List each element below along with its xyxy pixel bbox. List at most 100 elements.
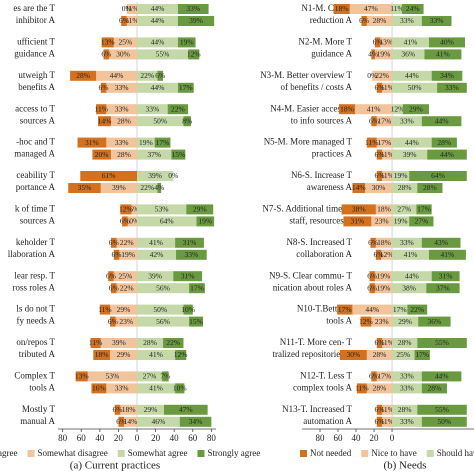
bar-segment	[175, 350, 187, 360]
segment-label: 33%	[115, 104, 129, 113]
bar-segment	[110, 350, 137, 360]
category-label: N9-S. Clear commu- T	[269, 270, 352, 280]
segment-label: 19%	[377, 50, 391, 59]
bar-segment	[374, 283, 393, 294]
bar-segment	[417, 183, 443, 193]
segment-label: 31%	[85, 138, 99, 147]
segment-label: 27%	[414, 217, 428, 226]
bar-segment	[355, 104, 393, 115]
segment-label: 44%	[435, 116, 449, 125]
bar-segment	[179, 416, 212, 427]
segment-label: 33%	[400, 116, 414, 125]
bar-segment	[175, 237, 204, 248]
segment-label: 41%	[149, 350, 163, 359]
bar-segment	[163, 338, 184, 348]
segment-label: 6%	[116, 417, 126, 426]
bar-segment	[392, 149, 428, 160]
segment-label: 8%	[182, 116, 192, 125]
segment-label: 17%	[378, 372, 392, 381]
segment-label: 10%	[181, 305, 195, 314]
bar-segment	[109, 49, 137, 60]
category-label: sources A	[20, 115, 56, 125]
segment-label: 19%	[198, 217, 212, 226]
segment-label: 4%	[368, 50, 378, 59]
bar-segment	[131, 204, 137, 215]
bar-segment	[137, 316, 190, 327]
segment-label: 0%	[122, 4, 132, 13]
bar-segment	[376, 82, 383, 93]
segment-label: 44%	[151, 16, 165, 25]
bar-segment	[392, 37, 429, 48]
segment-label: 17%	[338, 305, 352, 314]
x-tick-label: 20	[114, 433, 124, 443]
segment-label: 50%	[153, 116, 167, 125]
segment-label: 33%	[184, 250, 198, 259]
segment-label: 44%	[405, 71, 419, 80]
bar-segment	[376, 338, 383, 348]
bar-segment	[369, 283, 375, 294]
bar-segment	[409, 216, 434, 227]
segment-label: 31%	[439, 271, 453, 280]
segment-label: 37%	[436, 283, 450, 292]
segment-label: 41%	[441, 250, 455, 259]
bar-segment	[113, 37, 137, 48]
segment-label: 14%	[98, 116, 112, 125]
bar-segment	[392, 137, 432, 148]
segment-label: 28%	[117, 116, 131, 125]
segment-label: 28%	[373, 16, 387, 25]
segment-label: 33%	[115, 138, 129, 147]
category-label: guidance A	[311, 48, 352, 58]
segment-label: 23%	[375, 217, 389, 226]
bar-segment	[196, 216, 215, 227]
legend-label: Not needed	[310, 448, 352, 458]
segment-label: 19%	[394, 171, 408, 180]
segment-label: 11%	[390, 4, 403, 13]
segment-label: 33%	[400, 384, 414, 393]
segment-label: 15%	[189, 317, 203, 326]
segment-label: 11%	[98, 305, 111, 314]
segment-label: 4%	[154, 183, 164, 192]
bar-segment	[375, 204, 393, 215]
category-label: k of time T	[15, 203, 56, 213]
segment-label: 50%	[408, 83, 422, 92]
bar-segment	[392, 304, 408, 315]
segment-label: 41%	[404, 38, 418, 47]
segment-label: 18%	[340, 104, 354, 113]
bar-segment	[427, 149, 467, 160]
segment-label: 12%	[391, 104, 405, 113]
segment-label: 40%	[440, 38, 454, 47]
category-label: ceability T	[16, 170, 55, 180]
segment-label: 6%	[119, 16, 129, 25]
bar-segment	[417, 404, 467, 415]
segment-label: 11%	[355, 384, 368, 393]
bar-segment	[87, 371, 137, 382]
bar-segment	[421, 237, 461, 248]
segment-label: 33%	[400, 372, 414, 381]
bar-segment	[100, 183, 137, 193]
bar-segment	[118, 416, 124, 427]
category-label: lear resp. T	[14, 270, 55, 280]
segment-label: 6%	[369, 116, 379, 125]
segment-label: 31%	[351, 217, 365, 226]
category-label: N11-T. More cen- T	[280, 337, 353, 347]
x-tick-label: 60	[334, 433, 344, 443]
category-label: N5-M. More managed T	[264, 137, 353, 147]
segment-label: 46%	[152, 417, 166, 426]
bar-segment	[431, 70, 463, 81]
caption: (b) Needs	[383, 460, 426, 472]
segment-label: 33%	[400, 16, 414, 25]
bar-segment	[113, 271, 137, 282]
segment-label: 38%	[402, 283, 416, 292]
bar-segment	[392, 237, 422, 248]
bar-segment	[371, 371, 377, 382]
bar-segment	[392, 204, 417, 215]
category-label: guidance A	[14, 48, 55, 58]
bar-segment	[392, 49, 425, 60]
bar-segment	[93, 350, 111, 360]
segment-label: 33%	[115, 384, 129, 393]
bar-segment	[177, 82, 194, 93]
category-label: fy needs A	[17, 316, 56, 326]
legend-label: Somewhat agree	[128, 448, 188, 458]
legend-label: Strongly agree	[207, 448, 260, 458]
bar-segment	[103, 49, 110, 60]
